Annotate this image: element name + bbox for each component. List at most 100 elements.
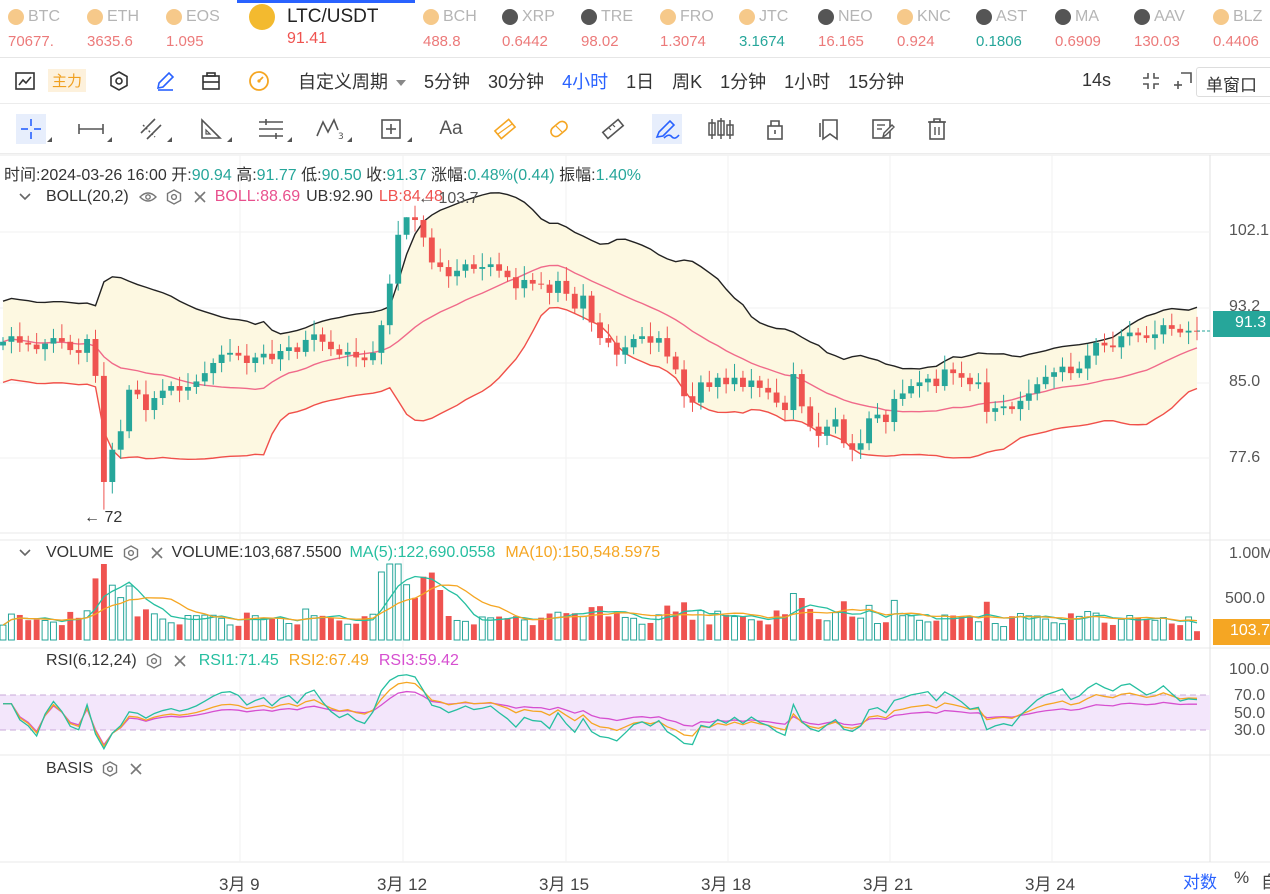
brush-icon[interactable] — [652, 114, 682, 144]
period-4[interactable]: 周K — [672, 71, 703, 92]
period-6[interactable]: 1小时 — [784, 71, 831, 92]
ticker-item[interactable]: FRO 1.3074 — [652, 0, 731, 57]
ticker-item[interactable]: BLZ 0.4406 — [1205, 0, 1270, 57]
bar-mode-icon[interactable] — [706, 114, 736, 144]
volume-bar — [504, 618, 511, 640]
period-3[interactable]: 1日 — [626, 71, 655, 92]
ticker-price: 16.165 — [818, 33, 864, 50]
horizontal-line-icon[interactable] — [76, 114, 112, 144]
ruler-icon[interactable] — [598, 114, 628, 144]
volume-bar — [1168, 623, 1175, 640]
ticker-item[interactable]: BTC 70677. — [0, 0, 79, 57]
parallel-channel-icon[interactable] — [136, 114, 172, 144]
fib-lines-icon[interactable] — [256, 114, 292, 144]
ticker-item[interactable]: NEO 16.165 — [810, 0, 889, 57]
ticker-item[interactable]: AAV 130.03 — [1126, 0, 1205, 57]
volume-last-tag: 103.7 — [1213, 619, 1270, 645]
candle-body — [67, 341, 74, 351]
window-mode-select[interactable]: 单窗口 — [1196, 67, 1270, 97]
candle-body — [151, 398, 158, 411]
pencil-icon[interactable] — [154, 70, 176, 92]
settings-hex-icon[interactable] — [108, 70, 130, 92]
fullscreen-icon[interactable] — [1140, 70, 1162, 92]
open-value: 90.94 — [191, 167, 232, 184]
log-scale-toggle[interactable]: 对数 — [1183, 873, 1217, 892]
settings-hex-icon[interactable] — [101, 760, 119, 778]
auto-scale-toggle[interactable]: 自 — [1261, 873, 1270, 892]
settings-hex-icon[interactable] — [145, 652, 163, 670]
close-icon[interactable] — [148, 544, 166, 562]
close-icon[interactable] — [171, 652, 189, 670]
edit-note-icon[interactable] — [868, 114, 898, 144]
trash-icon[interactable] — [922, 114, 952, 144]
period-1[interactable]: 30分钟 — [488, 71, 545, 92]
ticker-item[interactable]: KNC 0.924 — [889, 0, 968, 57]
ticker-item[interactable]: MA 0.6909 — [1047, 0, 1126, 57]
snapshot-icon[interactable] — [1172, 70, 1194, 92]
chevron-down-icon[interactable] — [18, 548, 32, 558]
volume-bar — [681, 602, 688, 640]
close-icon[interactable] — [191, 188, 209, 206]
refresh-interval[interactable]: 14s — [1082, 70, 1112, 90]
triangle-ruler-icon[interactable] — [196, 114, 232, 144]
close-label: 收: — [366, 167, 387, 184]
period-2[interactable]: 4小时 — [562, 71, 609, 92]
magnet-icon[interactable] — [544, 114, 574, 144]
main-force-badge[interactable]: 主力 — [48, 69, 87, 92]
bookmark-icon[interactable] — [814, 114, 844, 144]
boll-mid-value: BOLL:88.69 — [214, 188, 301, 205]
lock-icon[interactable] — [760, 114, 790, 144]
candle-body — [185, 386, 191, 391]
candle-body — [176, 386, 183, 391]
crosshair-icon[interactable] — [16, 114, 52, 144]
measure-box-icon[interactable] — [376, 114, 412, 144]
pattern-icon[interactable] — [490, 114, 520, 144]
ticker-item[interactable]: JTC 3.1674 — [731, 0, 810, 57]
volume-bar — [714, 610, 722, 641]
volume-bar — [857, 617, 865, 641]
volume-bar — [773, 610, 780, 640]
wave-icon[interactable]: 3 — [316, 114, 352, 144]
xrp-icon — [502, 9, 518, 25]
candle-body — [386, 283, 393, 326]
chevron-down-icon[interactable] — [18, 192, 32, 202]
volume-bar — [1159, 617, 1167, 641]
ticker-price: 1.095 — [166, 33, 204, 50]
candle-body — [613, 342, 620, 355]
ticker-item[interactable]: BCH 488.8 — [415, 0, 494, 57]
ticker-item[interactable]: EOS 1.095 — [158, 0, 237, 57]
period-5[interactable]: 1分钟 — [720, 71, 767, 92]
ticker-item[interactable]: TRE 98.02 — [573, 0, 652, 57]
percent-scale-toggle[interactable]: % — [1234, 868, 1250, 887]
eye-icon[interactable] — [138, 188, 157, 206]
candle-body — [470, 264, 477, 269]
custom-period-dropdown[interactable]: 自定义周期 — [298, 68, 407, 94]
candle-body — [882, 414, 889, 423]
candle-body — [958, 373, 965, 378]
ticker-item[interactable]: ETH 3635.6 — [79, 0, 158, 57]
candle-body — [8, 336, 15, 342]
candle-body — [1168, 325, 1175, 329]
template-icon[interactable] — [200, 70, 222, 92]
ticker-item[interactable]: LTC/USDT 91.41 — [237, 0, 415, 57]
volume-bar — [546, 613, 553, 640]
candle-body — [849, 443, 856, 450]
volume-bar — [75, 617, 82, 640]
text-tool[interactable]: Aa — [436, 114, 466, 144]
ticker-item[interactable]: AST 0.1806 — [968, 0, 1047, 57]
volume-bar — [67, 611, 74, 640]
volume-ma5-line — [2, 575, 1198, 626]
ticker-item[interactable]: XRP 0.6442 — [494, 0, 573, 57]
settings-hex-icon[interactable] — [122, 544, 140, 562]
candle-body — [361, 357, 368, 361]
period-7[interactable]: 15分钟 — [848, 71, 905, 92]
close-icon[interactable] — [127, 760, 145, 778]
volume-bar — [1151, 619, 1159, 641]
candle-body — [25, 342, 32, 345]
settings-hex-icon[interactable] — [165, 188, 183, 206]
gauge-icon[interactable] — [248, 70, 270, 92]
period-0[interactable]: 5分钟 — [424, 71, 471, 92]
candle-body — [412, 217, 418, 221]
chart-type-icon[interactable] — [14, 70, 36, 92]
